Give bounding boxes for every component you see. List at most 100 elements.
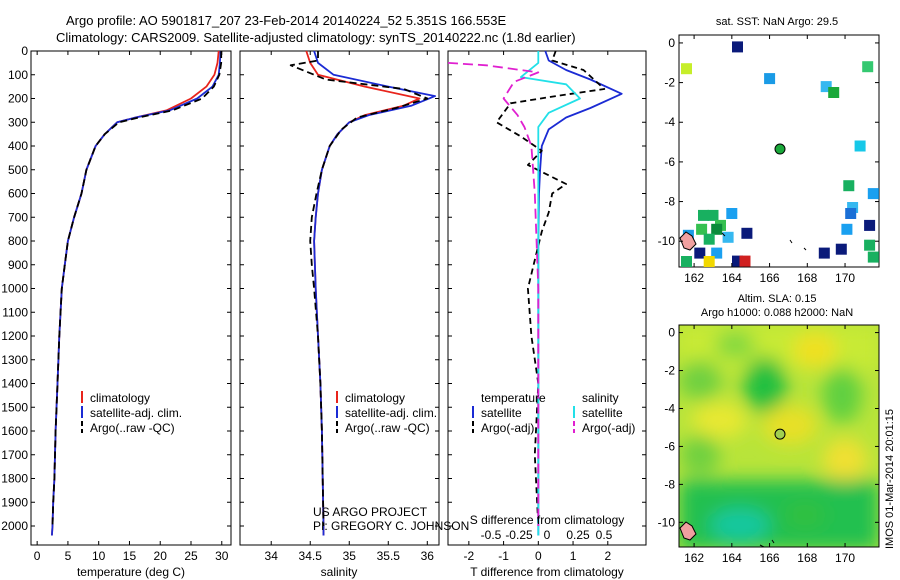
depth-tick-label: 300 (8, 115, 28, 129)
figure-title-line2: Climatology: CARS2009. Satellite-adjuste… (56, 30, 576, 45)
island-shape (679, 521, 697, 541)
lon-tick-label: 166 (760, 271, 780, 285)
series-line-satellite-adj-clim- (313, 50, 437, 536)
difference-depth-ticks (448, 50, 646, 527)
lat-tick-label: 0 (668, 36, 675, 50)
legend-label-argo: Argo(..raw -QC) (90, 421, 175, 435)
sst-observation-square (867, 188, 879, 200)
lon-tick-label: 170 (835, 551, 855, 565)
imos-stamp: IMOS 01-Mar-2014 20:01:15 (884, 409, 896, 549)
sst-observation-square (841, 223, 853, 235)
sst-observation-square (835, 243, 847, 255)
salinity-series (289, 50, 437, 536)
s-tick-label: 0 (544, 528, 551, 542)
lon-tick-label: 166 (760, 551, 780, 565)
lon-tick-label: 164 (722, 271, 742, 285)
lon-tick-label: 168 (797, 271, 817, 285)
sst-observation-square (711, 223, 723, 235)
sst-observation-square (681, 63, 692, 75)
island-shape (679, 231, 697, 251)
lat-tick-label: -6 (664, 439, 675, 453)
sst-observation-square (703, 256, 715, 267)
salinity-legend: climatology satellite-adj. clim. Argo(..… (336, 391, 437, 435)
depth-tick-label: 800 (8, 234, 28, 248)
sst-observation-square (843, 180, 855, 192)
depth-tick-label: 200 (8, 92, 28, 106)
sla-map-title-line1: Altim. SLA: 0.15 (738, 293, 817, 305)
series-line-temperature-argo-adj- (495, 50, 606, 527)
credit-line1: US ARGO PROJECT (313, 505, 428, 519)
series-line-satellite-adj-clim- (51, 50, 222, 536)
depth-tick-label: 400 (8, 139, 28, 153)
series-line-salinity-satellite (520, 51, 581, 536)
sst-observation-square (862, 61, 874, 73)
legend-label-temp-satellite: satellite (481, 406, 522, 420)
sst-observation-square (828, 87, 840, 98)
x-tick-label: 30 (215, 549, 229, 563)
sla-lat-ticks: 0 -2 -4 -6 -8 -10 (658, 326, 879, 529)
sst-observation-square (845, 208, 857, 219)
depth-tick-label: 100 (8, 68, 28, 82)
difference-axes-frame (447, 50, 647, 546)
salinity-depth-ticks (240, 50, 439, 527)
sla-map-panel: Altim. SLA: 0.15 Argo h1000: 0.088 h2000… (658, 293, 880, 565)
x-tick-label: 34.5 (299, 549, 323, 563)
temperature-panel: 0100200300400500600700800900100011001200… (1, 44, 232, 579)
difference-xlabel-top: S difference from climatology (470, 513, 625, 527)
sla-field-blobs (679, 325, 879, 547)
legend-label-climatology: climatology (345, 391, 405, 405)
x-tick-label: 5 (65, 549, 72, 563)
x-tick-label: 25 (184, 549, 198, 563)
sst-map-coastline (679, 231, 807, 251)
depth-tick-label: 900 (8, 258, 28, 272)
sla-map-title-line2: Argo h1000: 0.088 h2000: NaN (701, 307, 853, 319)
x-tick-label: 10 (92, 549, 106, 563)
legend-label-satellite: satellite-adj. clim. (345, 406, 437, 420)
series-line-climatology (51, 50, 220, 536)
depth-tick-label: 1700 (1, 448, 28, 462)
legend-label-sal-satellite: satellite (582, 406, 623, 420)
x-tick-label: 2 (604, 549, 611, 563)
sst-observation-square (820, 81, 832, 93)
argo-position-marker (774, 143, 786, 155)
difference-series (447, 50, 623, 536)
sst-observation-square (707, 209, 719, 221)
salinity-x-ticks: 34 34.5 35 35.5 36 (265, 51, 434, 563)
sst-observation-square (764, 73, 776, 85)
depth-tick-label: 1900 (1, 495, 28, 509)
sst-observation-square (864, 219, 876, 231)
sst-observation-square (864, 239, 876, 251)
temperature-legend: climatology satellite-adj. clim. Argo(..… (81, 391, 182, 435)
series-line-temperature-satellite (537, 50, 623, 536)
lon-tick-label: 164 (722, 551, 742, 565)
s-tick-label: 0.25 (566, 528, 590, 542)
temperature-depth-ticks: 0 100 200 300 400 500 600 700 800 900 1000 1100 1200… (1, 44, 231, 533)
sst-lon-ticks: 162 164 166 168 170 (684, 35, 855, 285)
sst-observation-square (732, 255, 743, 267)
figure-title-line1: Argo profile: AO 5901817_207 23-Feb-2014… (66, 13, 507, 28)
difference-panel: -2 -1 0 1 2 T difference from climatology S … (447, 50, 647, 579)
s-tick-label: -0.25 (505, 528, 533, 542)
temperature-series (51, 50, 223, 536)
difference-legend: temperature salinity satellite Argo(-adj… (472, 391, 635, 435)
difference-xlabel: T difference from climatology (470, 565, 624, 579)
depth-tick-label: 1100 (2, 305, 28, 319)
x-tick-label: 0 (535, 549, 542, 563)
lat-tick-label: -8 (664, 195, 675, 209)
lat-tick-label: 0 (668, 326, 675, 340)
x-tick-label: 34 (265, 549, 279, 563)
sst-observation-square (818, 247, 830, 259)
credit-line2: PI: GREGORY C. JOHNSON (313, 519, 469, 533)
depth-tick-label: 2000 (1, 519, 28, 533)
legend-label-satellite: satellite-adj. clim. (90, 406, 182, 420)
lat-tick-label: -8 (664, 477, 675, 491)
legend-title-salinity: salinity (582, 391, 619, 405)
legend-label-sal-argo: Argo(-adj) (582, 421, 635, 435)
sst-lat-ticks: 0 -2 -4 -6 -8 -10 (658, 36, 879, 248)
temperature-x-ticks: 0 5 10 15 20 25 30 (34, 51, 229, 563)
depth-tick-label: 1000 (1, 282, 28, 296)
sst-observation-square (854, 140, 866, 152)
sst-map-panel: sat. SST: NaN Argo: 29.5 0 -2 -4 -6 -8 -10 16… (658, 16, 880, 285)
lon-tick-label: 162 (684, 271, 704, 285)
